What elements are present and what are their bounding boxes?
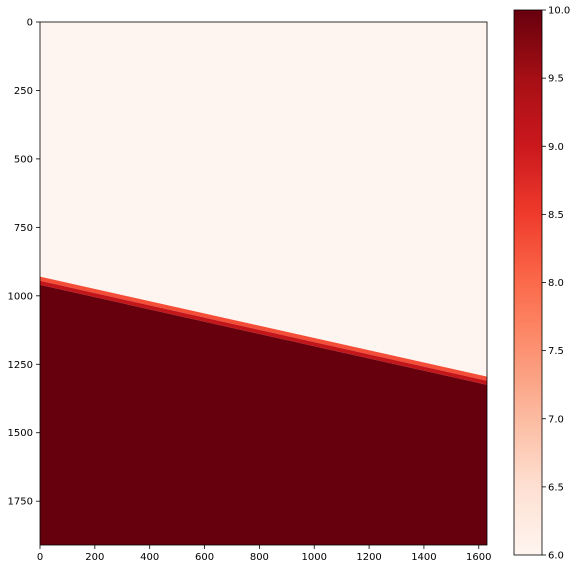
x-tick-label: 800 <box>250 552 269 563</box>
colorbar-tick-label: 6.0 <box>548 551 564 562</box>
x-tick-label: 600 <box>195 552 214 563</box>
y-axis: 0 250 500 750 1000 1250 1500 1750 <box>8 18 40 508</box>
y-tick-label: 1250 <box>8 360 33 371</box>
colorbar-tick-label: 9.0 <box>548 142 564 153</box>
x-tick-label: 1000 <box>302 552 327 563</box>
colorbar <box>513 9 543 556</box>
colorbar-tick-label: 7.0 <box>548 414 564 425</box>
y-tick-label: 1750 <box>8 497 33 508</box>
colorbar-tick-label: 8.0 <box>548 278 564 289</box>
x-tick-label: 0 <box>37 552 43 563</box>
y-tick-label: 750 <box>14 223 33 234</box>
colorbar-tick-label: 7.5 <box>548 346 564 357</box>
colorbar-tick-label: 10.0 <box>548 6 570 17</box>
colorbar-tick-label: 8.5 <box>548 210 564 221</box>
plot-area <box>40 22 487 545</box>
y-tick-label: 250 <box>14 86 33 97</box>
y-tick-label: 0 <box>27 18 33 29</box>
colorbar-axis: 6.0 6.5 7.0 7.5 8.0 8.5 9.0 9.5 10.0 <box>542 6 570 562</box>
x-tick-label: 200 <box>85 552 104 563</box>
heatmap-band-1 <box>40 276 487 381</box>
heatmap-region-lower <box>40 284 487 545</box>
x-tick-label: 1600 <box>466 552 491 563</box>
heatmap-band-2 <box>40 280 487 385</box>
x-tick-label: 400 <box>140 552 159 563</box>
colorbar-tick-label: 9.5 <box>548 74 564 85</box>
y-tick-label: 1000 <box>8 291 33 302</box>
x-axis: 0 200 400 600 800 1000 1200 1400 1600 <box>37 545 491 563</box>
x-tick-label: 1400 <box>411 552 436 563</box>
y-tick-label: 1500 <box>8 428 33 439</box>
colorbar-tick-label: 6.5 <box>548 482 564 493</box>
plot-frame <box>39 21 488 546</box>
x-tick-label: 1200 <box>356 552 381 563</box>
y-tick-label: 500 <box>14 154 33 165</box>
